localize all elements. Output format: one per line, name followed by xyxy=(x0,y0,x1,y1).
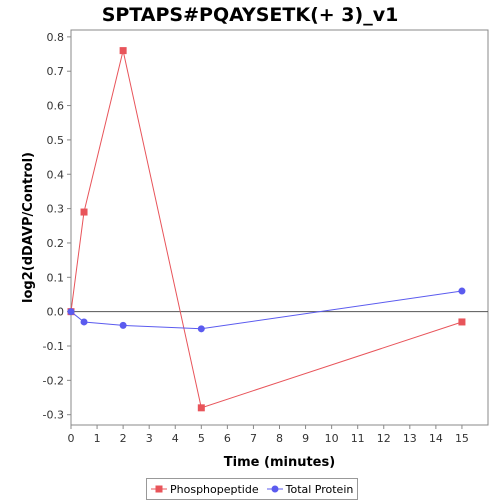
y-tick-label: 0.8 xyxy=(47,31,65,44)
y-tick-label: -0.3 xyxy=(43,409,64,422)
x-tick-label: 12 xyxy=(377,432,391,445)
x-tick-label: 14 xyxy=(429,432,443,445)
x-tick-label: 0 xyxy=(68,432,75,445)
x-tick-label: 2 xyxy=(120,432,127,445)
legend-entry: Phosphopeptide xyxy=(151,483,259,496)
chart-title: SPTAPS#PQAYSETK(+ 3)_v1 xyxy=(101,4,399,26)
x-tick-label: 7 xyxy=(250,432,257,445)
legend-circle-marker-icon xyxy=(266,485,283,493)
x-tick-label: 6 xyxy=(224,432,231,445)
x-tick-label: 8 xyxy=(276,432,283,445)
x-tick-label: 10 xyxy=(325,432,339,445)
y-tick-label: 0.0 xyxy=(47,306,65,319)
data-point-total-protein xyxy=(458,287,466,295)
y-tick-label: 0.7 xyxy=(47,65,65,78)
data-point-phosphopeptide xyxy=(197,404,205,412)
data-point-phosphopeptide xyxy=(80,208,88,216)
plot-area xyxy=(70,29,489,426)
y-tick-label: -0.1 xyxy=(43,340,64,353)
y-tick-label: 0.6 xyxy=(47,100,65,113)
data-point-phosphopeptide xyxy=(119,47,127,55)
y-tick-label: 0.4 xyxy=(47,168,65,181)
legend-label: Phosphopeptide xyxy=(170,482,259,496)
y-tick-label: 0.5 xyxy=(47,134,65,147)
data-point-total-protein xyxy=(67,308,75,316)
x-tick-label: 15 xyxy=(455,432,469,445)
data-point-total-protein xyxy=(119,321,127,329)
y-tick-label: 0.2 xyxy=(47,237,65,250)
x-tick-label: 1 xyxy=(94,432,101,445)
legend-entry: Total Protein xyxy=(266,482,354,496)
x-tick-label: 5 xyxy=(198,432,205,445)
data-point-total-protein xyxy=(80,318,88,326)
x-tick-label: 9 xyxy=(302,432,309,445)
x-tick-label: 13 xyxy=(403,432,417,445)
data-point-phosphopeptide xyxy=(458,318,466,326)
data-point-total-protein xyxy=(197,325,205,333)
y-axis-title: log2(dDAVP/Control) xyxy=(21,152,36,303)
x-tick-label: 4 xyxy=(172,432,179,445)
x-tick-label: 3 xyxy=(146,432,153,445)
chart-legend: Phosphopeptide Total Protein xyxy=(146,478,359,500)
legend-label: Total Protein xyxy=(285,482,354,496)
y-tick-label: -0.2 xyxy=(43,374,64,387)
x-tick-label: 11 xyxy=(351,432,365,445)
legend-square-marker-icon xyxy=(151,485,167,493)
y-tick-label: 0.3 xyxy=(47,203,65,216)
x-axis-title: Time (minutes) xyxy=(224,455,335,470)
y-tick-label: 0.1 xyxy=(47,271,65,284)
